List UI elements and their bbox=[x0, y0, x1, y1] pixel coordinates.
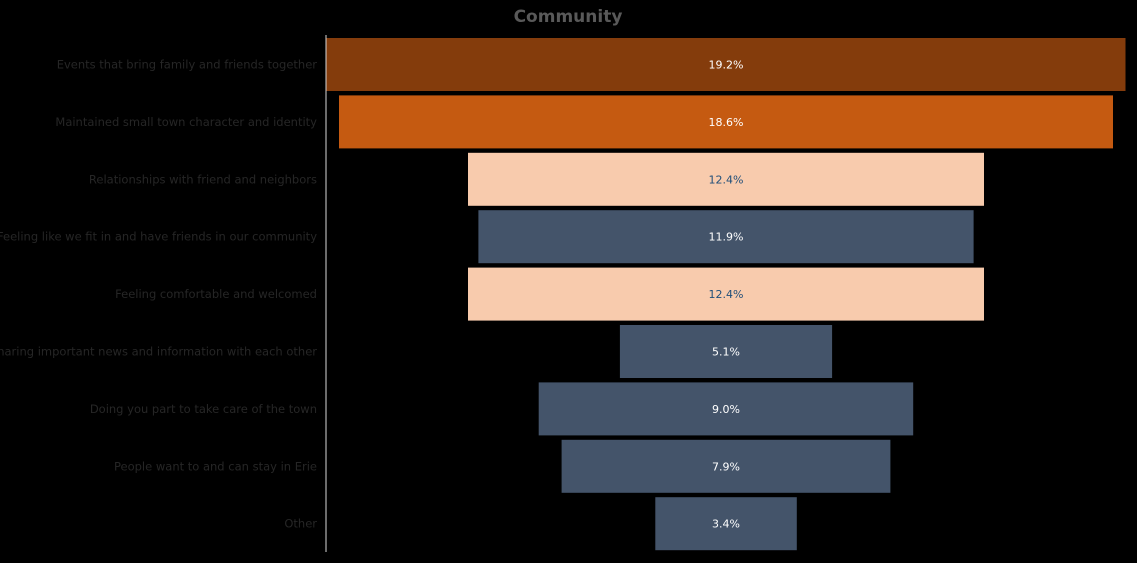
chart-title: Community bbox=[513, 7, 623, 27]
funnel-bar bbox=[538, 382, 914, 436]
data-label: 18.6% bbox=[709, 116, 744, 129]
data-label: 12.4% bbox=[709, 288, 744, 301]
category-label: Doing you part to take care of the town bbox=[90, 402, 317, 416]
data-label: 7.9% bbox=[712, 460, 740, 473]
data-label: 3.4% bbox=[712, 518, 740, 531]
funnel-bar bbox=[478, 210, 974, 264]
category-label: People want to and can stay in Erie bbox=[114, 459, 317, 473]
funnel-bar bbox=[468, 267, 984, 321]
data-label: 9.0% bbox=[712, 403, 740, 416]
funnel-bar bbox=[339, 95, 1113, 149]
data-label: 5.1% bbox=[712, 346, 740, 359]
category-label: Sharing important news and information w… bbox=[0, 345, 317, 359]
funnel-bar bbox=[468, 152, 984, 206]
category-label: Events that bring family and friends tog… bbox=[57, 58, 318, 72]
category-label: Feeling like we fit in and have friends … bbox=[0, 230, 317, 244]
data-label: 12.4% bbox=[709, 173, 744, 186]
data-label: 19.2% bbox=[709, 59, 744, 72]
category-label: Feeling comfortable and welcomed bbox=[115, 287, 317, 301]
funnel-bar bbox=[619, 325, 833, 378]
category-label: Other bbox=[284, 517, 317, 531]
funnel-bar bbox=[561, 439, 891, 493]
funnel-bar bbox=[655, 497, 797, 551]
category-label: Relationships with friend and neighbors bbox=[89, 172, 317, 186]
category-label: Maintained small town character and iden… bbox=[55, 115, 317, 129]
data-label: 11.9% bbox=[709, 231, 744, 244]
funnel-bar bbox=[326, 38, 1126, 91]
